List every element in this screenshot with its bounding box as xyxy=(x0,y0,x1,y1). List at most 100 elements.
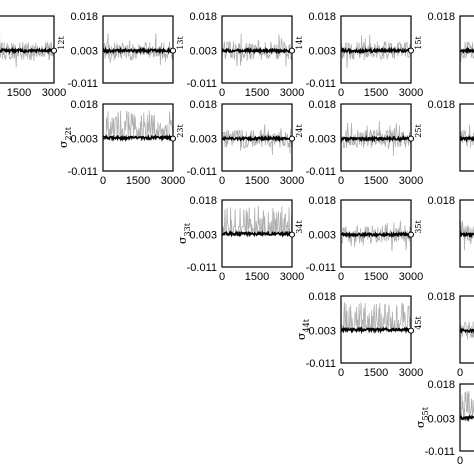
x-tick-label: 3000 xyxy=(280,87,304,99)
panel-traces xyxy=(460,41,474,62)
y-tick-label: 0.018 xyxy=(70,11,98,23)
smoothed-trace-line xyxy=(103,133,173,143)
y-axis-label-symbol: σ xyxy=(295,332,308,340)
y-axis-label: σ44t xyxy=(295,318,311,340)
panel-traces xyxy=(0,33,54,68)
smoothed-trace-line xyxy=(103,46,173,55)
x-tick-label: 1500 xyxy=(245,175,269,187)
right-axis-label: 12t xyxy=(57,36,66,50)
smoothed-trace-line xyxy=(0,46,54,55)
end-marker-circle xyxy=(408,47,414,54)
y-tick-label: 0.018 xyxy=(189,195,217,207)
y-tick-label: 0.003 xyxy=(308,134,336,146)
x-tick-label: 1500 xyxy=(364,175,388,187)
x-tick-label: 0 xyxy=(338,87,344,99)
y-axis-label: σ22t xyxy=(57,126,73,148)
x-tick-label: 1500 xyxy=(364,271,388,283)
panel-1-1: 1500 3000 12t xyxy=(0,15,66,99)
panel-1-2: 0.018 0.003 -0.011 13t xyxy=(68,11,185,90)
y-tick-label: -0.011 xyxy=(68,78,98,90)
y-tick-label: 0.018 xyxy=(189,11,217,23)
y-tick-label: -0.011 xyxy=(306,78,336,90)
right-axis-label: 15t xyxy=(414,36,423,50)
y-tick-label: 0.003 xyxy=(427,414,455,426)
x-tick-label: 0 xyxy=(338,175,344,187)
y-axis-label-symbol: σ xyxy=(57,140,70,148)
y-tick-label: 0.018 xyxy=(308,99,336,111)
x-tick-label: 3000 xyxy=(161,175,185,187)
right-axis-label: 14t xyxy=(295,36,304,50)
smoothed-trace-line xyxy=(222,134,292,143)
right-axis-label: 45t xyxy=(414,316,423,330)
end-marker-circle xyxy=(170,135,176,142)
panel-traces xyxy=(222,124,292,156)
panel-traces xyxy=(460,321,474,340)
x-tick-label: 0 xyxy=(457,455,463,467)
x-tick-label: 1500 xyxy=(245,271,269,283)
x-tick-label: 0 xyxy=(219,175,225,187)
y-tick-label: -0.011 xyxy=(306,262,336,274)
smoothed-trace-line xyxy=(341,230,411,240)
y-tick-label: 0.003 xyxy=(70,134,98,146)
panel-4-5: 0.018 0 xyxy=(427,291,474,379)
x-tick-label: 0 xyxy=(338,271,344,283)
panel-2-5: 0.018 xyxy=(427,99,474,172)
smoothed-trace-line xyxy=(460,327,474,335)
raw-trace-line xyxy=(341,302,411,334)
end-marker-circle xyxy=(289,47,295,54)
y-axis-label: σ33t xyxy=(176,222,192,244)
raw-trace-line xyxy=(103,110,173,141)
end-marker-circle xyxy=(408,231,414,238)
smoothed-trace-line xyxy=(341,46,411,55)
end-marker-circle xyxy=(289,231,295,238)
y-tick-label: 0.018 xyxy=(308,195,336,207)
y-axis-label-symbol: σ xyxy=(414,420,427,428)
y-tick-label: 0.018 xyxy=(427,11,455,23)
panel-frame xyxy=(459,103,474,172)
raw-trace-line xyxy=(460,390,474,420)
panel-traces xyxy=(460,124,474,148)
y-axis-label-subscript: 44t xyxy=(302,318,311,332)
smoothed-trace-line xyxy=(460,230,474,239)
x-tick-label: 0 xyxy=(219,271,225,283)
y-tick-label: 0.018 xyxy=(70,99,98,111)
y-tick-label: -0.011 xyxy=(187,78,217,90)
x-tick-label: 3000 xyxy=(42,87,66,99)
y-tick-label: 0.018 xyxy=(427,195,455,207)
panel-traces xyxy=(103,33,173,65)
raw-trace-line xyxy=(460,220,474,251)
raw-trace-line xyxy=(460,124,474,148)
panel-traces xyxy=(341,220,411,252)
y-tick-label: 0.003 xyxy=(189,230,217,242)
panel-traces xyxy=(341,302,411,335)
raw-trace-line xyxy=(460,321,474,340)
y-axis-label: σ55t xyxy=(414,406,430,428)
panel-frame xyxy=(459,199,474,268)
smoothed-trace-line xyxy=(460,46,474,55)
y-tick-label: 0.003 xyxy=(308,230,336,242)
y-tick-label: 0.018 xyxy=(427,291,455,303)
x-tick-label: 1500 xyxy=(364,87,388,99)
y-tick-label: 0.018 xyxy=(427,99,455,111)
y-tick-label: 0.003 xyxy=(70,46,98,58)
x-tick-label: 1500 xyxy=(245,87,269,99)
smoothed-trace-line xyxy=(460,134,474,143)
end-marker-circle xyxy=(289,135,295,142)
x-tick-label: 0 xyxy=(219,87,225,99)
y-tick-label: 0.003 xyxy=(189,134,217,146)
x-tick-label: 0 xyxy=(457,367,463,379)
right-axis-label: 34t xyxy=(295,220,304,234)
y-tick-label: 0.018 xyxy=(427,379,455,391)
y-tick-label: -0.011 xyxy=(187,262,217,274)
right-axis-label: 13t xyxy=(176,36,185,50)
raw-trace-line xyxy=(460,41,474,62)
panel-traces xyxy=(341,34,411,68)
panel-traces xyxy=(222,33,292,67)
x-tick-label: 3000 xyxy=(399,175,423,187)
right-axis-label: 24t xyxy=(295,124,304,138)
